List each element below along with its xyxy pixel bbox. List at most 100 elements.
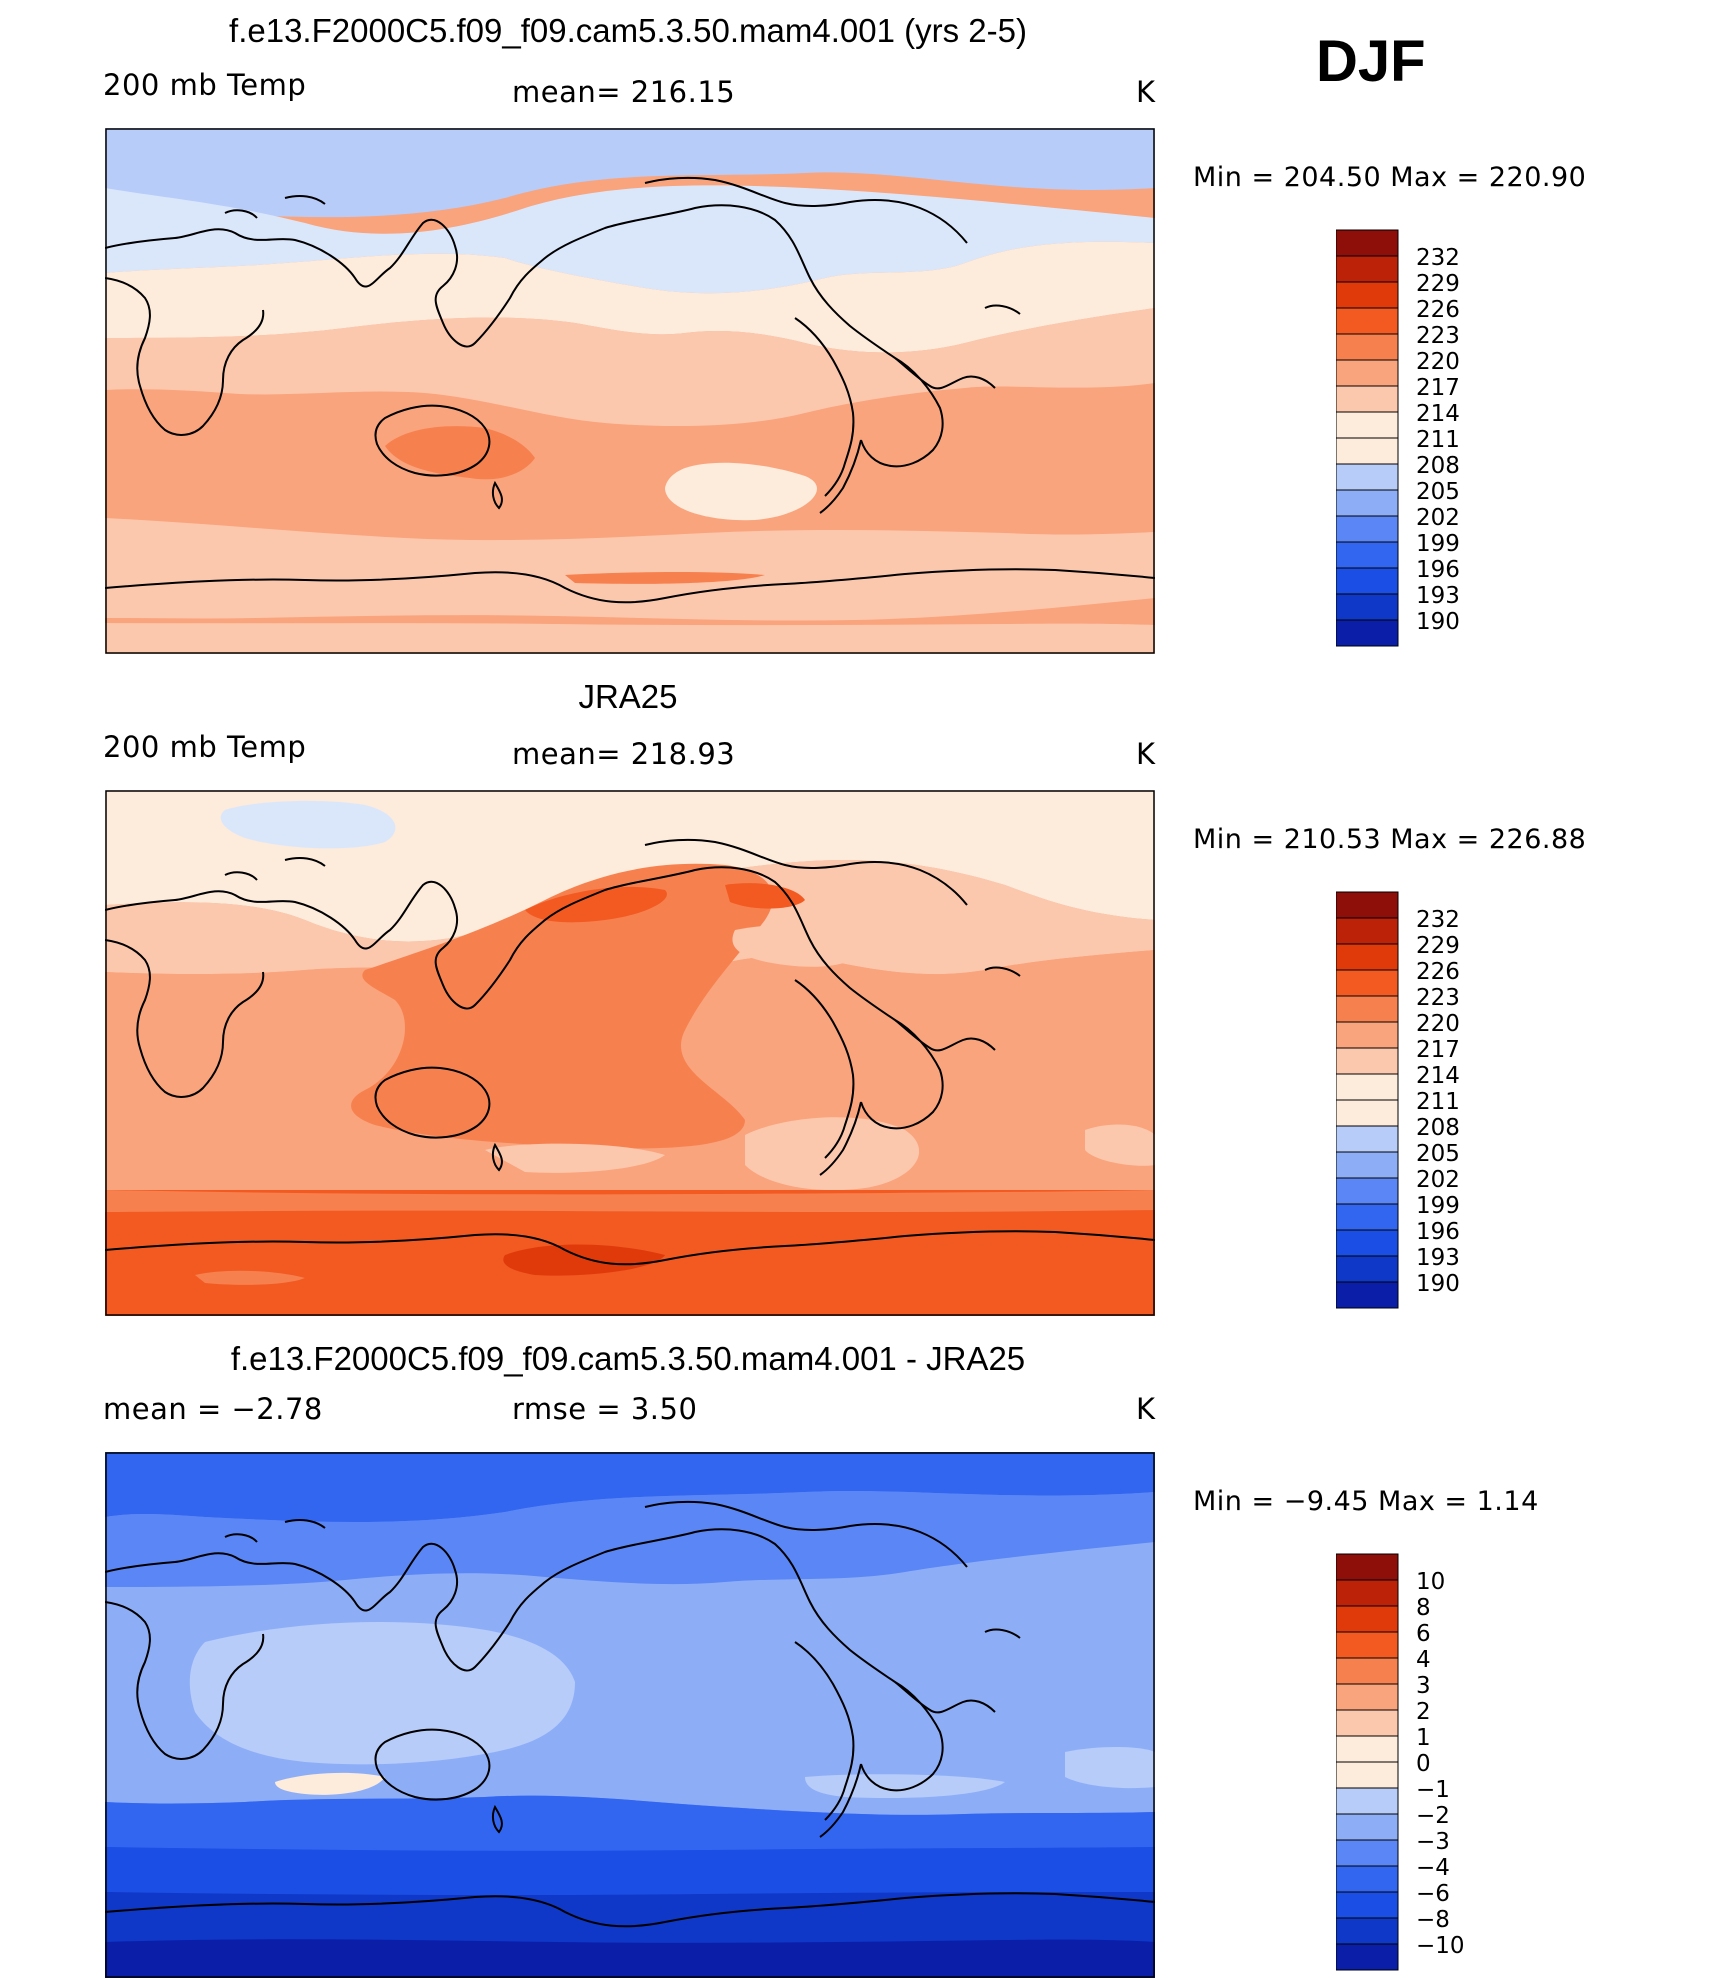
coastline bbox=[860, 357, 944, 468]
contour-band bbox=[503, 1244, 665, 1276]
colorbar-tick-label: 226 bbox=[1416, 959, 1460, 985]
panel-2-map bbox=[105, 790, 1155, 1316]
contour-band bbox=[805, 1774, 1005, 1799]
contour-band bbox=[1065, 1747, 1155, 1789]
colorbar-tick-label: −3 bbox=[1416, 1829, 1450, 1855]
colorbar-tick-label: 10 bbox=[1416, 1569, 1445, 1595]
colorbar-box bbox=[1336, 1553, 1399, 1581]
colorbar-box bbox=[1336, 411, 1399, 439]
panel-1-units: K bbox=[1136, 75, 1156, 109]
colorbar-box bbox=[1336, 1021, 1399, 1049]
panel-3-left-label: mean = −2.78 bbox=[103, 1392, 323, 1426]
contour-band bbox=[105, 623, 1155, 654]
coastlines bbox=[105, 838, 1155, 1266]
colorbar-tick-label: 208 bbox=[1416, 453, 1460, 479]
coastline bbox=[284, 857, 326, 867]
coastline bbox=[984, 304, 1021, 315]
colorbar-tick-label: 202 bbox=[1416, 505, 1460, 531]
contour-band bbox=[105, 185, 1155, 294]
panel-2-left-label: 200 mb Temp bbox=[103, 730, 307, 764]
coastline bbox=[374, 1066, 491, 1139]
colorbar-tick-label: 199 bbox=[1416, 531, 1460, 557]
coastline bbox=[644, 838, 968, 906]
colorbar-tick-label: 211 bbox=[1416, 427, 1460, 453]
colorbar-tick-label: 190 bbox=[1416, 1271, 1460, 1297]
panel-1-minmax: Min = 204.50 Max = 220.90 bbox=[1193, 162, 1587, 193]
colorbar-box bbox=[1336, 541, 1399, 569]
colorbar-box bbox=[1336, 385, 1399, 413]
panel-1-left-label: 200 mb Temp bbox=[103, 68, 307, 102]
contour-band bbox=[275, 1772, 385, 1795]
colorbar-tick-label: −2 bbox=[1416, 1803, 1450, 1829]
contour-band bbox=[105, 128, 1155, 218]
panel-3-center-label: rmse = 3.50 bbox=[512, 1392, 698, 1426]
colorbar-tick-label: 232 bbox=[1416, 245, 1460, 271]
colorbar-box bbox=[1336, 1917, 1399, 1945]
coastline bbox=[224, 871, 258, 881]
contour-band bbox=[220, 800, 396, 849]
colorbar-tick-label: 211 bbox=[1416, 1089, 1460, 1115]
coastline bbox=[794, 979, 855, 1159]
contour-band bbox=[725, 883, 805, 909]
panel-1-colorbar: 2322292262232202172142112082052021991961… bbox=[1336, 229, 1460, 647]
contour-band bbox=[105, 1939, 1155, 1978]
panel-1-map bbox=[105, 128, 1155, 654]
coastline bbox=[794, 317, 855, 497]
colorbar-box bbox=[1336, 1943, 1399, 1971]
contour-band bbox=[665, 462, 817, 521]
colorbar-tick-label: 8 bbox=[1416, 1595, 1431, 1621]
colorbar-box bbox=[1336, 1839, 1399, 1867]
colorbar-tick-label: 6 bbox=[1416, 1621, 1431, 1647]
coastlines bbox=[105, 176, 1155, 604]
contour-band bbox=[732, 925, 865, 967]
coastline bbox=[105, 1528, 896, 1683]
colorbar-box bbox=[1336, 1579, 1399, 1607]
contour-band bbox=[351, 863, 773, 1149]
panel-3-title: f.e13.F2000C5.f09_f09.cam5.3.50.mam4.001… bbox=[230, 1340, 1026, 1377]
panel-2-center-label: mean= 218.93 bbox=[512, 737, 736, 771]
colorbar-tick-label: 223 bbox=[1416, 985, 1460, 1011]
colorbar-box bbox=[1336, 1203, 1399, 1231]
colorbar-box bbox=[1336, 463, 1399, 491]
colorbar-tick-label: 196 bbox=[1416, 1219, 1460, 1245]
colorbar-tick-label: 217 bbox=[1416, 375, 1460, 401]
colorbar-tick-label: 214 bbox=[1416, 401, 1460, 427]
panel-3-map bbox=[105, 1452, 1155, 1978]
contour-band bbox=[485, 1143, 665, 1173]
coastline bbox=[984, 966, 1021, 977]
colorbar-box bbox=[1336, 489, 1399, 517]
colorbar-box bbox=[1336, 1177, 1399, 1205]
coastline bbox=[894, 1681, 996, 1714]
panel-2-units: K bbox=[1136, 737, 1156, 771]
colorbar-box bbox=[1336, 437, 1399, 465]
colorbar-tick-label: 214 bbox=[1416, 1063, 1460, 1089]
contour-band bbox=[105, 518, 1155, 621]
colorbar-box bbox=[1336, 619, 1399, 647]
map-field bbox=[105, 128, 1155, 654]
colorbar-tick-label: 220 bbox=[1416, 349, 1460, 375]
colorbar-box bbox=[1336, 891, 1399, 919]
coastline bbox=[894, 1019, 996, 1052]
contour-band bbox=[385, 426, 535, 480]
coastline bbox=[284, 1519, 326, 1529]
contour-band bbox=[105, 1190, 1155, 1212]
coastline bbox=[284, 195, 326, 205]
coastline bbox=[819, 439, 862, 514]
contour-band bbox=[105, 241, 1155, 353]
colorbar-tick-label: 205 bbox=[1416, 479, 1460, 505]
coastline bbox=[105, 1601, 265, 1760]
colorbar-tick-label: 226 bbox=[1416, 297, 1460, 323]
coastline bbox=[105, 277, 265, 436]
colorbar-tick-label: 193 bbox=[1416, 583, 1460, 609]
colorbar-box bbox=[1336, 1631, 1399, 1659]
colorbar-box bbox=[1336, 917, 1399, 945]
colorbar-box bbox=[1336, 1047, 1399, 1075]
colorbar-tick-label: 1 bbox=[1416, 1725, 1431, 1751]
colorbar-box bbox=[1336, 1683, 1399, 1711]
panel-1-center-label: mean= 216.15 bbox=[512, 75, 736, 109]
colorbar-box bbox=[1336, 1865, 1399, 1893]
coastline bbox=[491, 1142, 503, 1172]
colorbar-tick-label: 229 bbox=[1416, 933, 1460, 959]
colorbar-box bbox=[1336, 1229, 1399, 1257]
coastline bbox=[894, 357, 996, 390]
